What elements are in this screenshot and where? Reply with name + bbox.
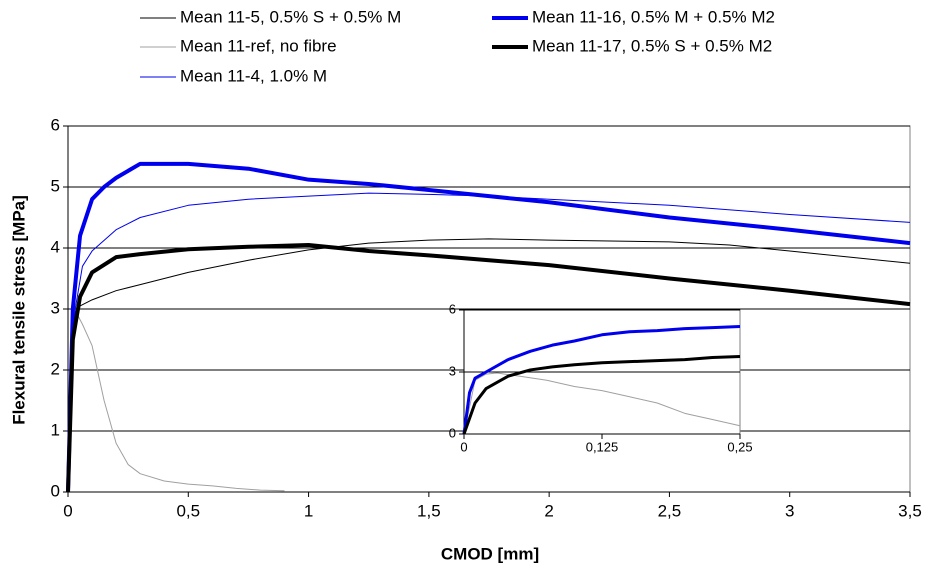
series-line [67,192,911,493]
x-tick-label: 1 [304,501,313,520]
series-line [462,325,741,435]
series-line [67,314,285,493]
x-tick-label: 2 [544,501,553,520]
x-tick-label: 0,125 [586,439,619,454]
y-tick-label: 2 [51,359,60,378]
x-tick-label: 2,5 [658,501,682,520]
series-line [66,242,911,493]
y-tick-label: 1 [51,420,60,439]
legend-label: Mean 11-ref, no fibre [180,36,337,55]
x-tick-label: 0 [63,501,72,520]
x-tick-label: 0 [460,439,467,454]
series-line [462,355,741,435]
legend-label: Mean 11-4, 1.0% M [180,66,327,85]
y-tick-label: 5 [51,176,60,195]
y-tick-label: 0 [51,481,60,500]
y-tick-label: 6 [449,301,456,316]
legend-label: Mean 11-5, 0.5% S + 0.5% M [180,7,401,26]
series-line [66,161,911,493]
y-tick-label: 3 [449,363,456,378]
x-axis-label: CMOD [mm] [441,544,539,563]
x-tick-label: 1,5 [417,501,441,520]
y-tick-label: 4 [51,237,60,256]
legend-label: Mean 11-17, 0.5% S + 0.5% M2 [532,36,772,55]
legend-label: Mean 11-16, 0.5% M + 0.5% M2 [532,7,775,26]
x-tick-label: 3 [785,501,794,520]
y-tick-label: 0 [449,425,456,440]
x-tick-label: 0,25 [727,439,752,454]
x-tick-label: 3,5 [898,501,922,520]
x-tick-label: 0,5 [176,501,200,520]
series-line [463,372,741,435]
y-axis-label: Flexural tensile stress [MPa] [9,195,28,425]
y-tick-label: 6 [51,115,60,134]
y-tick-label: 3 [51,298,60,317]
